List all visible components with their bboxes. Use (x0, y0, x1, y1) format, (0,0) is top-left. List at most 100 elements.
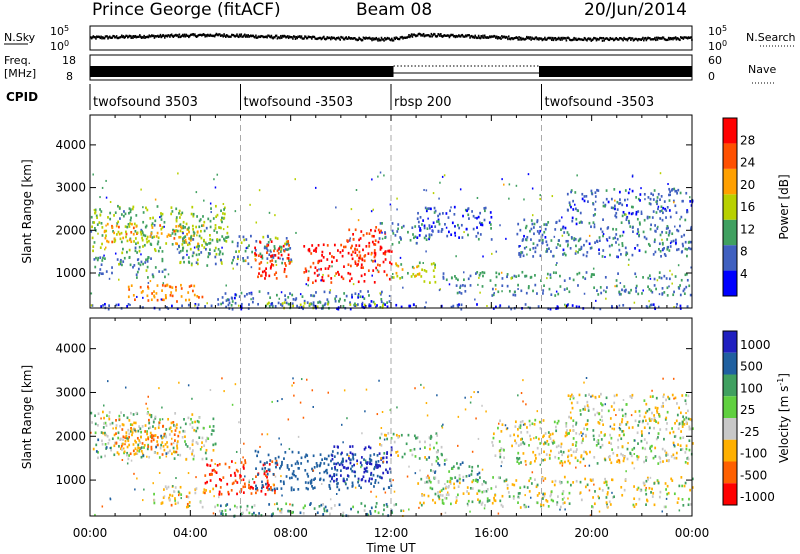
noise-point (149, 35, 151, 38)
velocity-cell (149, 431, 152, 435)
velocity-cell (562, 502, 565, 505)
power-cell (394, 234, 397, 237)
noise-point (543, 38, 545, 41)
power-cell (499, 304, 502, 307)
velocity-cell (364, 469, 367, 473)
power-cell (260, 274, 262, 278)
velocity-cell (550, 490, 553, 493)
velocity-cell (534, 418, 537, 422)
power-speckle (525, 246, 528, 249)
velocity-cell (351, 465, 354, 468)
power-cell (127, 285, 130, 289)
velocity-colorbar-tick: -100 (740, 447, 767, 461)
velocity-cell (512, 495, 515, 498)
velocity-cell (434, 471, 436, 474)
velocity-cell (196, 442, 199, 446)
velocity-cell (131, 431, 134, 434)
power-speckle (381, 237, 384, 240)
power-cell (111, 224, 113, 228)
power-cell (430, 207, 432, 211)
velocity-cell (413, 434, 416, 438)
velocity-speckle (457, 415, 460, 418)
power-cell (166, 283, 169, 287)
velocity-cell (491, 501, 494, 505)
power-speckle (221, 246, 223, 249)
velocity-cell (620, 437, 623, 441)
velocity-cell (305, 486, 308, 490)
noise-point (152, 34, 155, 37)
noise-point (652, 38, 655, 41)
noise-point (193, 34, 195, 37)
velocity-speckle (408, 465, 410, 468)
noise-point (200, 33, 202, 37)
power-cell (288, 262, 291, 265)
velocity-cell (185, 495, 188, 498)
noise-point (661, 36, 664, 39)
power-cell (117, 230, 120, 234)
velocity-cell (124, 439, 127, 443)
velocity-cell (684, 451, 687, 454)
velocity-cell (360, 486, 362, 490)
velocity-cell (236, 469, 239, 473)
power-cell (227, 235, 230, 239)
power-cell (641, 292, 643, 295)
power-speckle (188, 241, 190, 244)
velocity-cell (568, 502, 571, 505)
velocity-cell (185, 443, 187, 446)
velocity-speckle (356, 462, 359, 465)
velocity-cell (665, 416, 668, 420)
power-cell (220, 209, 222, 213)
power-cell (141, 238, 144, 242)
velocity-speckle (229, 508, 231, 511)
power-cell (138, 245, 141, 249)
power-cell (567, 243, 569, 246)
velocity-cell (610, 461, 613, 465)
velocity-cell (633, 446, 636, 450)
power-cell (455, 284, 458, 287)
velocity-cell (191, 443, 194, 446)
power-cell (402, 224, 405, 228)
power-cell (399, 236, 402, 239)
velocity-speckle (648, 432, 650, 435)
power-cell (413, 236, 415, 240)
power-cell (527, 286, 530, 290)
power-cell (669, 215, 672, 219)
velocity-cell (275, 465, 277, 469)
noise-point (438, 33, 440, 36)
power-cell (613, 188, 616, 191)
noise-point (301, 37, 304, 40)
velocity-speckle (289, 503, 291, 506)
noise-point (684, 36, 686, 39)
power-cell (367, 269, 370, 272)
noise-point (472, 35, 475, 38)
velocity-cell (279, 466, 281, 470)
noise-point (98, 35, 101, 38)
noise-point (228, 35, 231, 38)
power-speckle (234, 210, 237, 213)
velocity-cell (152, 436, 155, 440)
power-cell (201, 244, 203, 247)
power-speckle (621, 234, 624, 237)
velocity-cell (160, 443, 163, 447)
velocity-cell (357, 477, 360, 481)
power-speckle (531, 214, 534, 217)
velocity-ytick-label: 2000 (55, 429, 86, 443)
power-cell (376, 304, 378, 307)
velocity-speckle (469, 401, 472, 404)
velocity-cell (340, 469, 342, 472)
velocity-cell (441, 453, 443, 457)
velocity-speckle (248, 479, 251, 482)
velocity-speckle (375, 495, 378, 498)
velocity-cell (542, 497, 544, 500)
noise-point (280, 36, 283, 39)
power-cell (631, 189, 634, 193)
noise-point (245, 34, 248, 37)
velocity-cell (373, 485, 375, 488)
power-cell (191, 205, 194, 209)
power-speckle (426, 208, 428, 211)
velocity-cell (491, 441, 494, 444)
velocity-cell (221, 512, 224, 516)
power-cell (449, 209, 451, 213)
velocity-cell (626, 420, 629, 424)
power-cell (442, 277, 445, 280)
